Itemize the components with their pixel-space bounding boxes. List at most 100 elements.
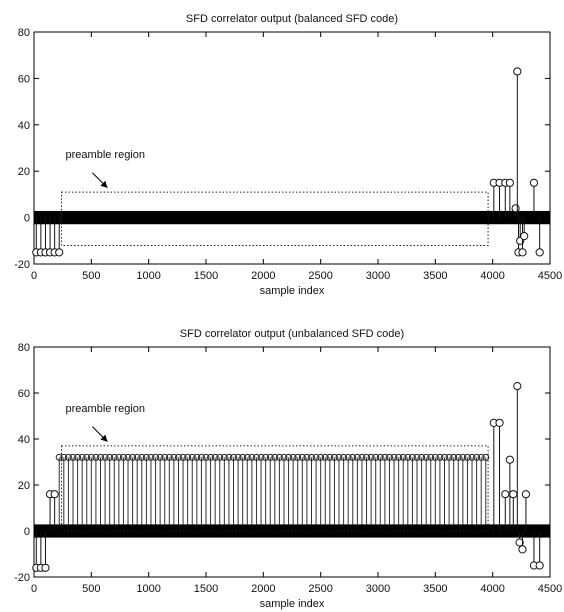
stem-marker: [422, 453, 430, 461]
marker-cluster: [34, 525, 64, 537]
preamble-label: preamble region: [66, 403, 145, 415]
dense-stem-band: [34, 210, 550, 225]
stem-marker: [230, 453, 238, 461]
stem-marker: [413, 453, 421, 461]
stem-marker: [404, 453, 412, 461]
chart-title: SFD correlator output (unbalanced SFD co…: [180, 328, 404, 340]
stem-marker: [513, 67, 522, 76]
y-tick-label: 20: [18, 166, 30, 178]
stem-marker: [271, 453, 279, 461]
stem-marker: [520, 232, 529, 241]
stem-marker: [78, 453, 86, 461]
stem-marker: [501, 490, 510, 499]
stem-marker: [115, 453, 123, 461]
stem-marker: [216, 453, 224, 461]
stem-marker: [207, 453, 215, 461]
x-tick-label: 2500: [308, 270, 332, 282]
x-tick-label: 500: [82, 583, 100, 595]
annotation-arrowhead: [100, 434, 108, 442]
stem-marker: [243, 453, 251, 461]
stem-marker: [482, 453, 490, 461]
stem-marker: [372, 453, 380, 461]
stem-marker: [248, 453, 256, 461]
stem-marker: [285, 453, 293, 461]
x-axis-label: sample index: [260, 598, 325, 610]
stem-marker: [441, 453, 449, 461]
stem-marker: [515, 538, 524, 547]
stem-marker: [197, 453, 205, 461]
stem-marker: [275, 453, 283, 461]
x-tick-label: 1000: [136, 583, 160, 595]
stem-marker: [225, 453, 233, 461]
plot-frame: [33, 346, 551, 578]
stem-marker: [518, 248, 527, 257]
stem-marker: [138, 453, 146, 461]
stem-marker: [495, 418, 504, 427]
stem-marker: [326, 453, 334, 461]
stem-marker: [133, 453, 141, 461]
y-tick-label: 40: [18, 434, 30, 446]
stem-marker: [535, 248, 544, 257]
y-tick-label: 60: [18, 73, 30, 85]
stem-marker: [294, 453, 302, 461]
preamble-region-box: [61, 191, 489, 246]
y-tick-label: -20: [14, 259, 30, 271]
x-tick-label: 4000: [480, 270, 504, 282]
x-tick-label: 2000: [251, 270, 275, 282]
stem-marker: [74, 453, 82, 461]
stem-marker: [252, 453, 260, 461]
stem-marker: [188, 453, 196, 461]
stem-marker: [289, 453, 297, 461]
x-tick-label: 1500: [194, 583, 218, 595]
stem-marker: [459, 453, 467, 461]
stem-marker: [92, 453, 100, 461]
stem-marker: [376, 453, 384, 461]
x-tick-label: 3000: [366, 583, 390, 595]
x-tick-label: 4500: [538, 583, 562, 595]
y-tick-label: -20: [14, 572, 30, 584]
y-tick-label: 0: [24, 526, 30, 538]
y-tick-label: 20: [18, 480, 30, 492]
stem-marker: [147, 453, 155, 461]
x-tick-label: 4000: [480, 583, 504, 595]
stem-marker: [381, 453, 389, 461]
x-tick-label: 0: [31, 270, 37, 282]
stem-marker: [353, 453, 361, 461]
stem-marker: [505, 455, 514, 464]
stem-marker: [312, 453, 320, 461]
stem-marker: [321, 453, 329, 461]
stem-marker: [170, 453, 178, 461]
stem-marker: [234, 453, 242, 461]
stem-marker: [124, 453, 132, 461]
stem-marker: [184, 453, 192, 461]
chart-title: SFD correlator output (balanced SFD code…: [186, 13, 398, 25]
stem-marker: [101, 453, 109, 461]
chart-panel-balanced: SFD correlator output (balanced SFD code…: [14, 13, 562, 297]
stem-marker: [340, 453, 348, 461]
stem-marker: [220, 453, 228, 461]
stem-marker: [298, 453, 306, 461]
stem-marker: [165, 453, 173, 461]
stem-marker: [529, 178, 539, 187]
x-tick-label: 3000: [366, 270, 390, 282]
stem-marker: [518, 545, 527, 554]
stem-marker: [239, 453, 247, 461]
stem-marker: [477, 453, 485, 461]
stem-marker: [445, 453, 453, 461]
stem-marker: [509, 490, 518, 499]
y-tick-label: 0: [24, 213, 30, 225]
stem-marker: [427, 453, 435, 461]
stem-marker: [399, 453, 407, 461]
stem-marker: [511, 204, 520, 213]
stem-marker: [408, 453, 416, 461]
stem-marker: [110, 453, 118, 461]
stem-marker: [390, 453, 398, 461]
stem-marker: [307, 453, 315, 461]
stem-marker: [317, 453, 325, 461]
chart-panel-unbalanced: SFD correlator output (unbalanced SFD co…: [14, 328, 562, 610]
x-tick-label: 1500: [194, 270, 218, 282]
stem-marker: [436, 453, 444, 461]
stem-marker: [97, 453, 105, 461]
annotation-arrowhead: [100, 180, 108, 188]
stem-marker: [211, 453, 219, 461]
